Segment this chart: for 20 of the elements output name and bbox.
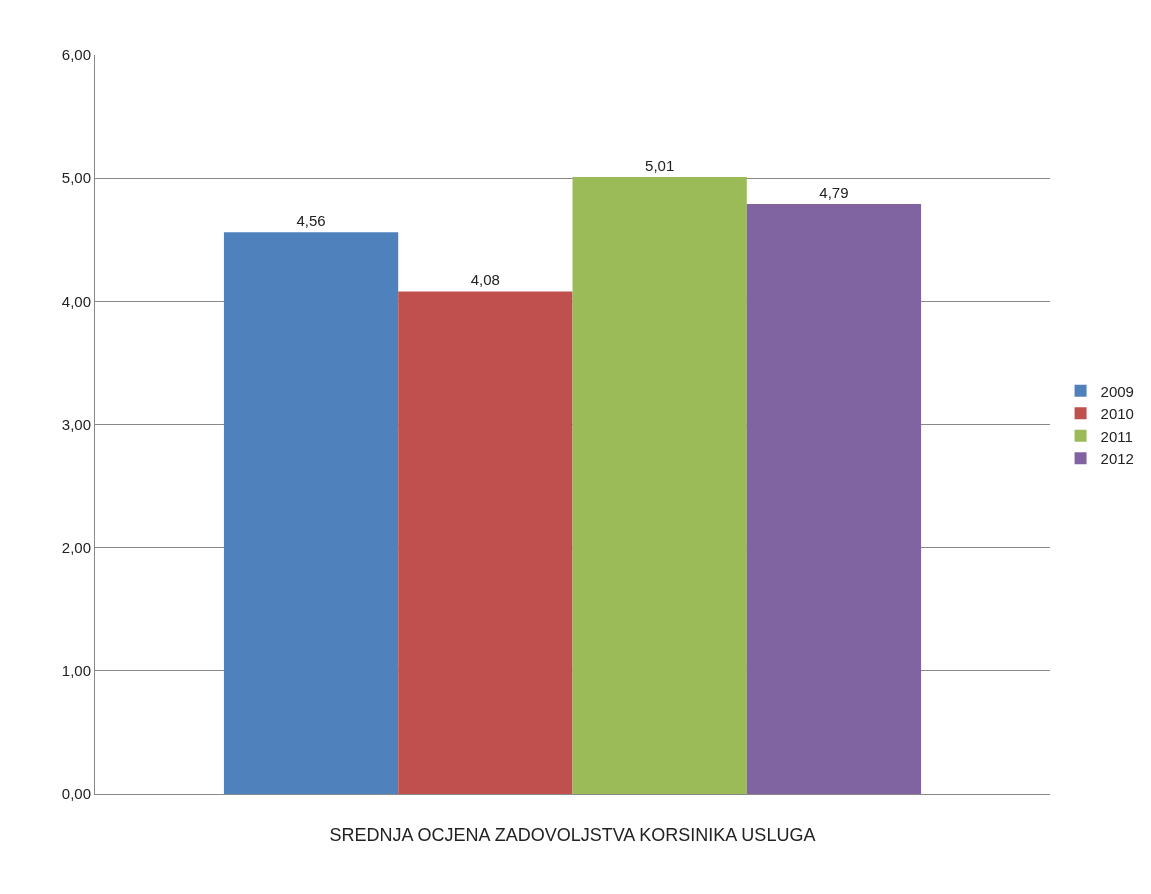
y-tick-label: 4,00 bbox=[61, 292, 91, 310]
data-label: 4,79 bbox=[819, 184, 849, 202]
bar bbox=[572, 176, 747, 794]
y-tick-label: 5,00 bbox=[61, 169, 91, 187]
x-axis-title: SREDNJA OCJENA ZADOVOLJSTVA KORSINIKA USLUGA bbox=[329, 825, 816, 846]
data-label: 4,56 bbox=[296, 212, 326, 230]
y-tick-label: 3,00 bbox=[61, 415, 91, 433]
bar bbox=[398, 291, 573, 794]
data-label: 5,01 bbox=[645, 156, 675, 174]
bar bbox=[223, 232, 399, 794]
y-tick-label: 0,00 bbox=[61, 785, 91, 803]
legend-label: 2009 bbox=[1100, 382, 1134, 400]
y-tick-label: 6,00 bbox=[61, 46, 91, 64]
bar bbox=[746, 204, 922, 794]
y-tick-label: 1,00 bbox=[61, 662, 91, 680]
y-tick-label: 2,00 bbox=[61, 538, 91, 556]
data-label: 4,08 bbox=[470, 271, 500, 289]
legend-label: 2012 bbox=[1100, 450, 1134, 468]
legend-label: 2010 bbox=[1100, 405, 1134, 423]
legend-label: 2011 bbox=[1100, 427, 1133, 445]
